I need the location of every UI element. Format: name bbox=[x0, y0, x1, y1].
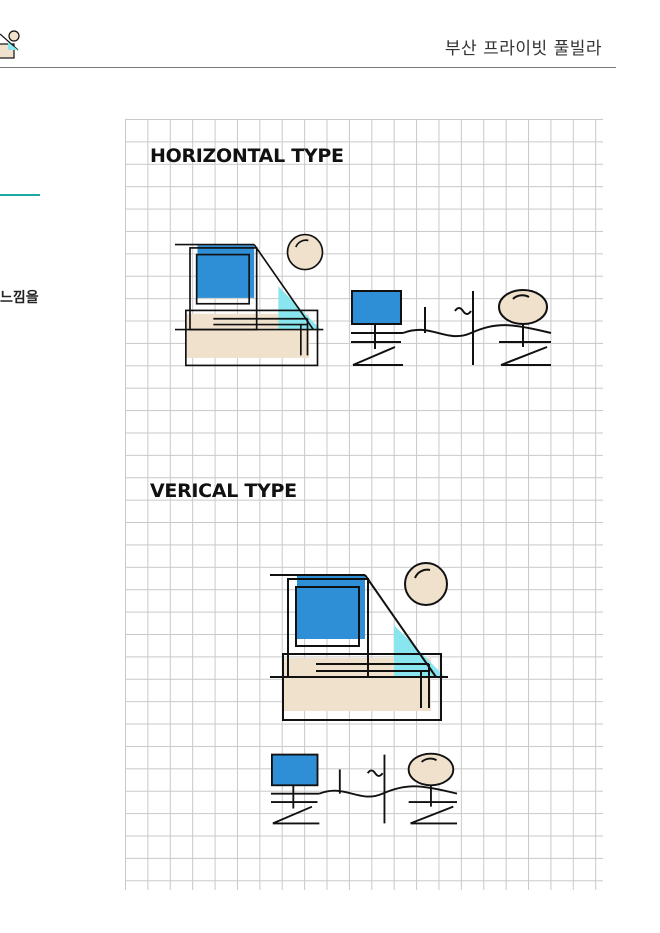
vertical-symbol-mark-icon bbox=[270, 562, 448, 721]
accent-divider bbox=[0, 194, 40, 196]
header-logo-icon bbox=[0, 30, 20, 59]
side-text-fragment: 느낌을 bbox=[0, 290, 39, 306]
header-title: 부산 프라이빗 풀빌라 bbox=[444, 39, 602, 59]
header-divider bbox=[0, 67, 616, 69]
section-heading-horizontal: HORIZONTAL TYPE bbox=[150, 145, 344, 167]
section-heading-vertical: VERICAL TYPE bbox=[150, 480, 297, 502]
vertical-wordmark-icon bbox=[271, 752, 458, 825]
horizontal-wordmark-icon bbox=[351, 289, 552, 366]
horizontal-symbol-mark-icon bbox=[175, 233, 324, 367]
